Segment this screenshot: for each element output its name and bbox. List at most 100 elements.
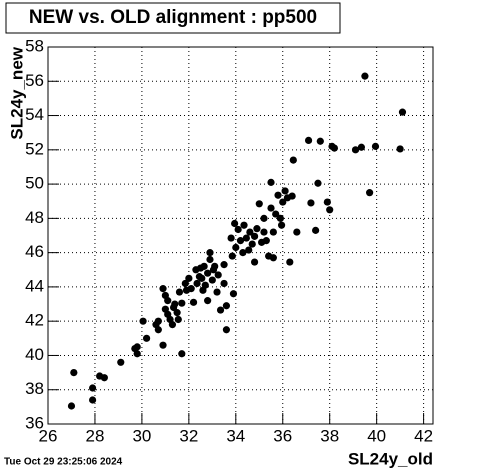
y-tick-label: 40 — [25, 345, 44, 364]
point — [274, 191, 282, 199]
point — [193, 279, 201, 288]
point — [307, 199, 315, 207]
point — [168, 321, 177, 329]
chart-title: NEW vs. OLD alignment : pp500 — [29, 7, 317, 28]
y-tick-label: 42 — [25, 311, 44, 330]
point — [232, 243, 240, 252]
point — [286, 258, 294, 266]
point — [236, 237, 245, 245]
point — [133, 350, 141, 358]
point — [89, 396, 97, 404]
point — [288, 192, 296, 200]
point — [279, 198, 287, 206]
point — [228, 252, 236, 260]
point — [159, 341, 167, 349]
y-tick-label: 54 — [25, 105, 44, 124]
point — [208, 276, 216, 284]
y-tick-label: 36 — [25, 413, 44, 432]
y-tick-label: 56 — [25, 71, 44, 90]
point — [174, 315, 182, 324]
point — [171, 300, 179, 308]
point — [234, 225, 242, 234]
point — [398, 108, 407, 116]
point — [269, 254, 277, 262]
point — [100, 374, 108, 382]
point — [371, 142, 380, 150]
point — [277, 221, 286, 229]
point — [239, 249, 247, 257]
point — [142, 334, 151, 342]
point — [248, 240, 256, 248]
point — [242, 234, 250, 242]
point — [222, 326, 231, 334]
point — [267, 178, 275, 186]
point — [198, 274, 206, 282]
point — [206, 249, 214, 257]
point — [293, 228, 301, 236]
point — [250, 258, 259, 266]
point — [187, 285, 195, 293]
point — [260, 228, 268, 236]
point — [361, 72, 369, 80]
point — [70, 368, 78, 377]
x-tick-label: 38 — [320, 426, 339, 445]
point — [231, 219, 239, 228]
y-tick-label: 52 — [25, 139, 44, 158]
x-tick-label: 30 — [132, 426, 151, 445]
point — [229, 290, 238, 298]
point — [175, 288, 184, 296]
point — [204, 297, 212, 305]
point — [351, 146, 360, 154]
point — [316, 137, 324, 145]
y-tick-label: 50 — [25, 174, 44, 193]
x-axis-label: SL24y_old — [348, 449, 433, 468]
point — [178, 299, 186, 307]
point — [281, 187, 289, 195]
point — [304, 136, 313, 144]
point — [89, 384, 97, 392]
point — [222, 302, 231, 310]
point — [227, 234, 235, 242]
point — [173, 309, 181, 317]
point — [366, 189, 374, 197]
point — [178, 350, 186, 358]
point — [250, 232, 259, 240]
point — [272, 210, 280, 218]
point — [312, 226, 320, 234]
plot-frame — [47, 46, 434, 425]
y-tick-label: 44 — [25, 276, 44, 295]
point — [154, 326, 162, 334]
point — [159, 285, 167, 293]
point — [189, 298, 198, 306]
point — [262, 237, 270, 245]
point — [253, 225, 261, 233]
point — [314, 179, 322, 187]
point — [181, 279, 189, 288]
point — [201, 281, 209, 289]
x-tick-label: 28 — [85, 426, 104, 445]
point — [164, 297, 172, 305]
x-tick-label: 26 — [39, 426, 58, 445]
point — [185, 274, 193, 282]
point — [206, 255, 214, 264]
point — [396, 145, 404, 153]
footer-date: Tue Oct 29 23:25:06 2024 — [4, 457, 123, 468]
point — [220, 261, 228, 269]
y-axis-label: SL24y_new — [7, 46, 26, 139]
point — [260, 214, 268, 222]
point — [139, 317, 147, 325]
point — [255, 200, 263, 208]
point — [357, 143, 365, 151]
point — [67, 402, 76, 410]
y-tick-label: 46 — [25, 242, 44, 261]
point — [213, 288, 221, 296]
x-tick-label: 36 — [273, 426, 292, 445]
point — [220, 279, 228, 288]
point — [276, 214, 285, 222]
point — [204, 269, 212, 277]
point — [154, 317, 162, 325]
point — [211, 262, 219, 270]
point — [326, 206, 334, 214]
point — [269, 228, 277, 236]
